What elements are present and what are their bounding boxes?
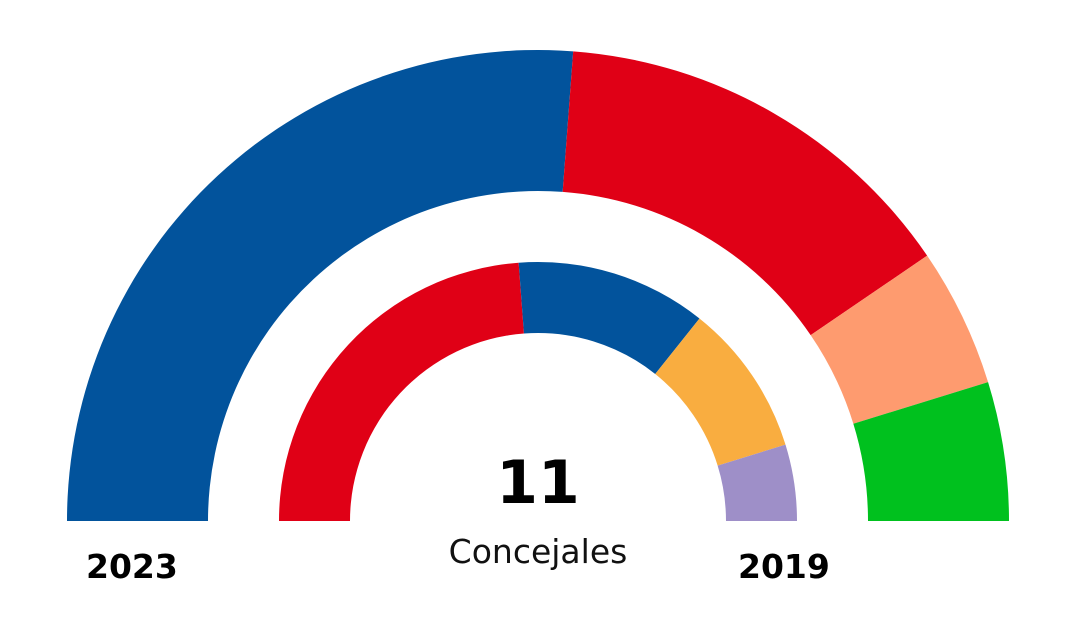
inner-ring-year-label: 2019 xyxy=(738,547,830,586)
seat-total-label: Concejales xyxy=(448,532,628,571)
inner-ring-segment-3 xyxy=(717,444,797,521)
outer-ring-segment-0 xyxy=(67,50,574,521)
inner-ring-segment-1 xyxy=(518,261,700,375)
outer-ring-year-label: 2023 xyxy=(86,547,178,586)
inner-ring-segment-2 xyxy=(655,318,786,466)
outer-ring-segment-2 xyxy=(810,255,989,424)
outer-ring-segment-3 xyxy=(853,382,1009,521)
seat-total-value: 11 xyxy=(496,448,580,518)
outer-ring-segment-1 xyxy=(562,51,928,336)
inner-ring-segment-0 xyxy=(279,262,524,521)
